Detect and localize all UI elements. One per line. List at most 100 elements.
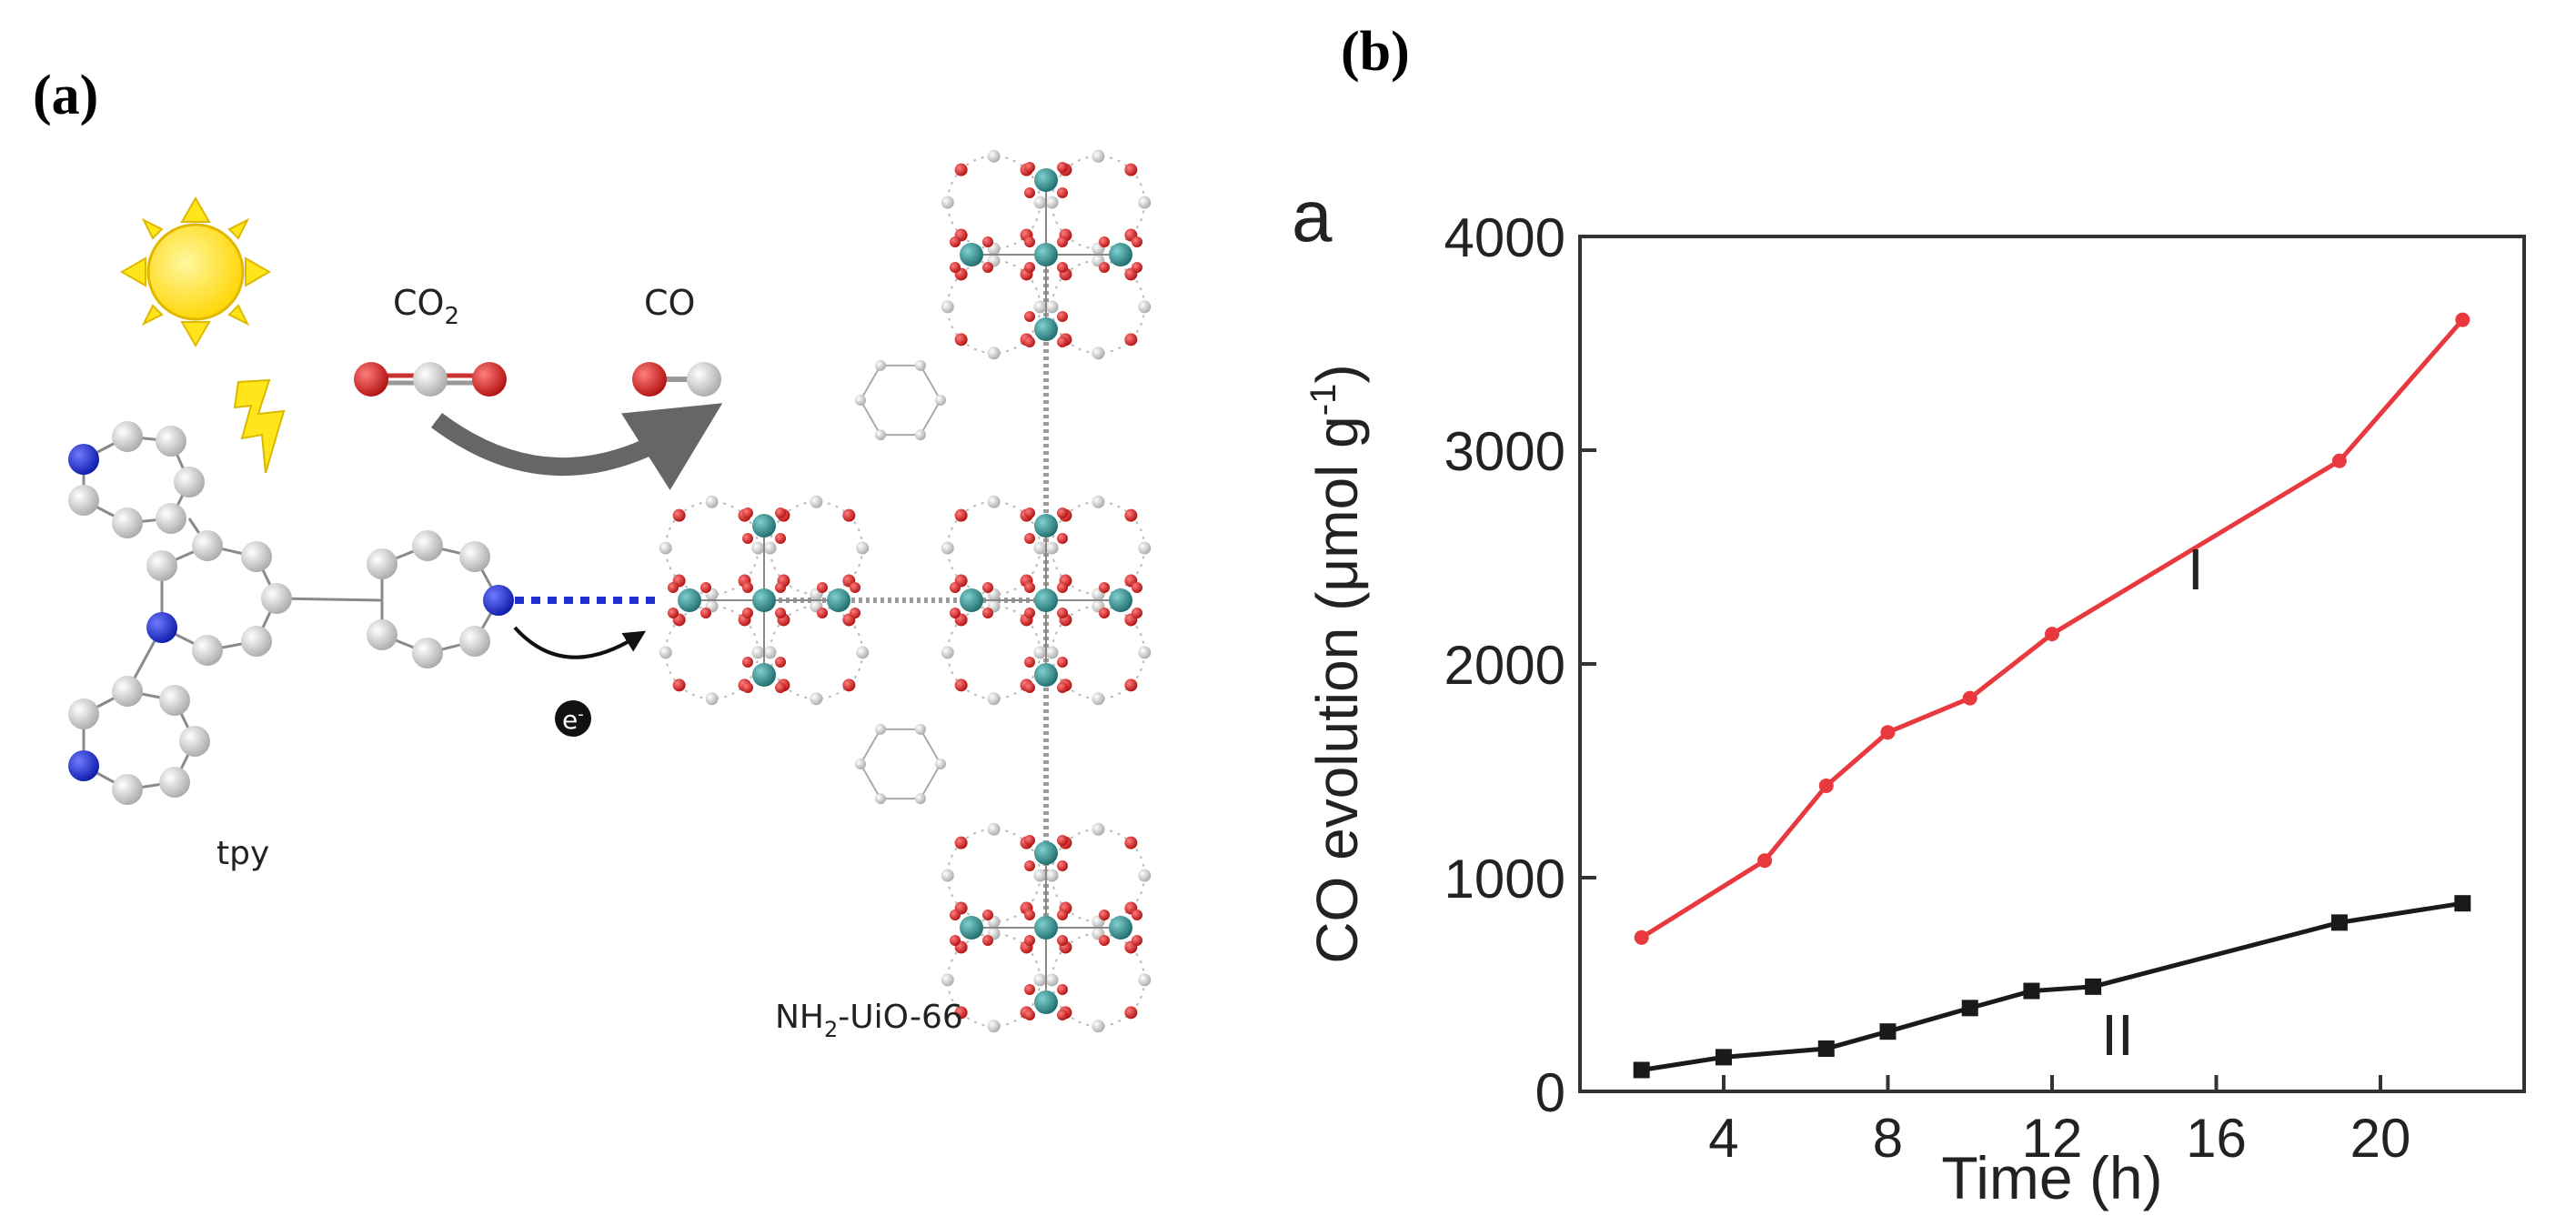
mof-ring-atom <box>954 836 968 849</box>
mof-oxygen-atom <box>1024 187 1035 198</box>
data-point-II <box>1961 1000 1978 1017</box>
mof-oxygen-atom <box>817 608 828 618</box>
mof-ring-atom <box>1045 869 1059 882</box>
y-tick-label: 2000 <box>1444 635 1565 696</box>
mof-ring-atom <box>954 508 968 522</box>
chart-axes <box>1578 235 2526 1093</box>
mof-carbon-atom <box>915 793 926 805</box>
mof-carbon-atom <box>875 793 886 805</box>
mof-ring-atom <box>1045 196 1059 209</box>
lightning-icon <box>233 378 286 474</box>
mof-oxygen-atom <box>1132 582 1142 593</box>
mof-oxygen-atom <box>775 682 786 693</box>
mof-oxygen-atom <box>1132 262 1142 273</box>
plot-frame <box>1578 235 2526 1093</box>
mof-oxygen-atom <box>1057 311 1068 322</box>
mof-ring-atom <box>810 692 823 706</box>
data-point-II <box>1879 1023 1897 1040</box>
mof-oxygen-atom <box>742 582 753 593</box>
sun-icon <box>119 196 272 348</box>
mof-carbon-atom <box>935 759 946 769</box>
mof-ring-atom <box>1092 347 1105 360</box>
mof-ring-atom <box>941 541 954 555</box>
mof-oxygen-atom <box>742 657 753 668</box>
x-tick-label: 20 <box>2350 1108 2411 1169</box>
mof-oxygen-atom <box>950 935 961 946</box>
electron-badge: e- <box>555 700 591 737</box>
mof-zr-atom <box>678 588 701 612</box>
mof-oxygen-atom <box>1024 1010 1035 1020</box>
co-label: CO <box>644 283 695 323</box>
mof-ring-atom <box>763 541 777 555</box>
mof-oxygen-atom <box>1132 935 1142 946</box>
mof-zr-atom <box>752 588 776 612</box>
mof-ring-atom <box>1045 541 1059 555</box>
series-line-II <box>1641 900 2463 1072</box>
mof-oxygen-atom <box>1057 582 1068 593</box>
mof-oxygen-atom <box>1024 337 1035 347</box>
mof-oxygen-atom <box>775 608 786 618</box>
mof-ring-atom <box>1092 692 1105 706</box>
data-point-II <box>2085 978 2102 995</box>
mof-oxygen-atom <box>1024 909 1035 920</box>
y-tick-label: 0 <box>1535 1062 1565 1123</box>
mof-ring-atom <box>1138 196 1152 209</box>
series-label-I: I <box>2188 537 2204 602</box>
mof-oxygen-atom <box>1024 311 1035 322</box>
x-axis-label: Time (h) <box>1941 1144 2162 1211</box>
mof-zr-atom <box>1034 916 1058 940</box>
mof-zr-atom <box>1109 916 1132 940</box>
tpy-label: tpy <box>216 835 269 872</box>
x-tick-label: 12 <box>2022 1108 2083 1169</box>
mof-ring-atom <box>1124 1006 1138 1020</box>
mof-lattice <box>659 149 1152 1033</box>
mof-ring-atom <box>941 196 954 209</box>
mof-ring-atom <box>1138 541 1152 555</box>
mof-zr-atom <box>752 663 776 687</box>
mof-oxygen-atom <box>775 533 786 544</box>
conversion-arrow <box>430 403 723 490</box>
data-point-II <box>1715 1049 1732 1066</box>
co2-molecule <box>354 362 507 397</box>
mof-carbon-atom <box>935 395 946 406</box>
mof-ring-atom <box>810 495 823 508</box>
x-tick-label: 16 <box>2186 1108 2247 1169</box>
mof-ring-atom <box>987 1020 1001 1033</box>
mof-oxygen-atom <box>982 262 993 273</box>
mof-zr-atom <box>1034 990 1058 1014</box>
chart-series <box>1633 312 2471 1079</box>
mof-ring-atom <box>1092 149 1105 163</box>
panel-label-a: (a) <box>33 65 99 126</box>
data-point-II <box>2023 982 2040 1000</box>
mof-oxygen-atom <box>1024 608 1035 618</box>
mof-carbon-atom <box>875 359 886 371</box>
mof-ring-atom <box>954 333 968 347</box>
mof-oxygen-atom <box>850 582 860 593</box>
mof-oxygen-atom <box>1057 984 1068 995</box>
mof-ring-atom <box>1124 333 1138 347</box>
mof-oxygen-atom <box>1024 935 1035 946</box>
mof-oxygen-atom <box>950 909 961 920</box>
data-point-I <box>2045 627 2059 642</box>
mof-oxygen-atom <box>982 608 993 618</box>
mof-label: NH2-UiO-66 <box>775 999 963 1042</box>
mof-ring-atom <box>954 163 968 176</box>
mof-oxygen-atom <box>1057 682 1068 693</box>
y-axis-label: CO evolution (μmol g-1) <box>1303 364 1370 963</box>
mof-ring-atom <box>842 508 856 522</box>
mof-zr-atom <box>960 916 983 940</box>
mof-oxygen-atom <box>775 657 786 668</box>
data-point-II <box>1817 1040 1835 1057</box>
mof-oxygen-atom <box>1057 935 1068 946</box>
mof-ring-atom <box>941 869 954 882</box>
mof-ring-atom <box>954 1006 968 1020</box>
data-point-II <box>2454 895 2471 912</box>
mof-ring-atom <box>856 541 870 555</box>
mof-zr-atom <box>827 588 850 612</box>
mof-ring-atom <box>987 347 1001 360</box>
mof-carbon-atom <box>875 429 886 441</box>
y-tick-label: 4000 <box>1444 207 1565 268</box>
mof-ring-atom <box>1124 508 1138 522</box>
mof-ring-atom <box>1092 1020 1105 1033</box>
mof-ring-atom <box>659 541 672 555</box>
